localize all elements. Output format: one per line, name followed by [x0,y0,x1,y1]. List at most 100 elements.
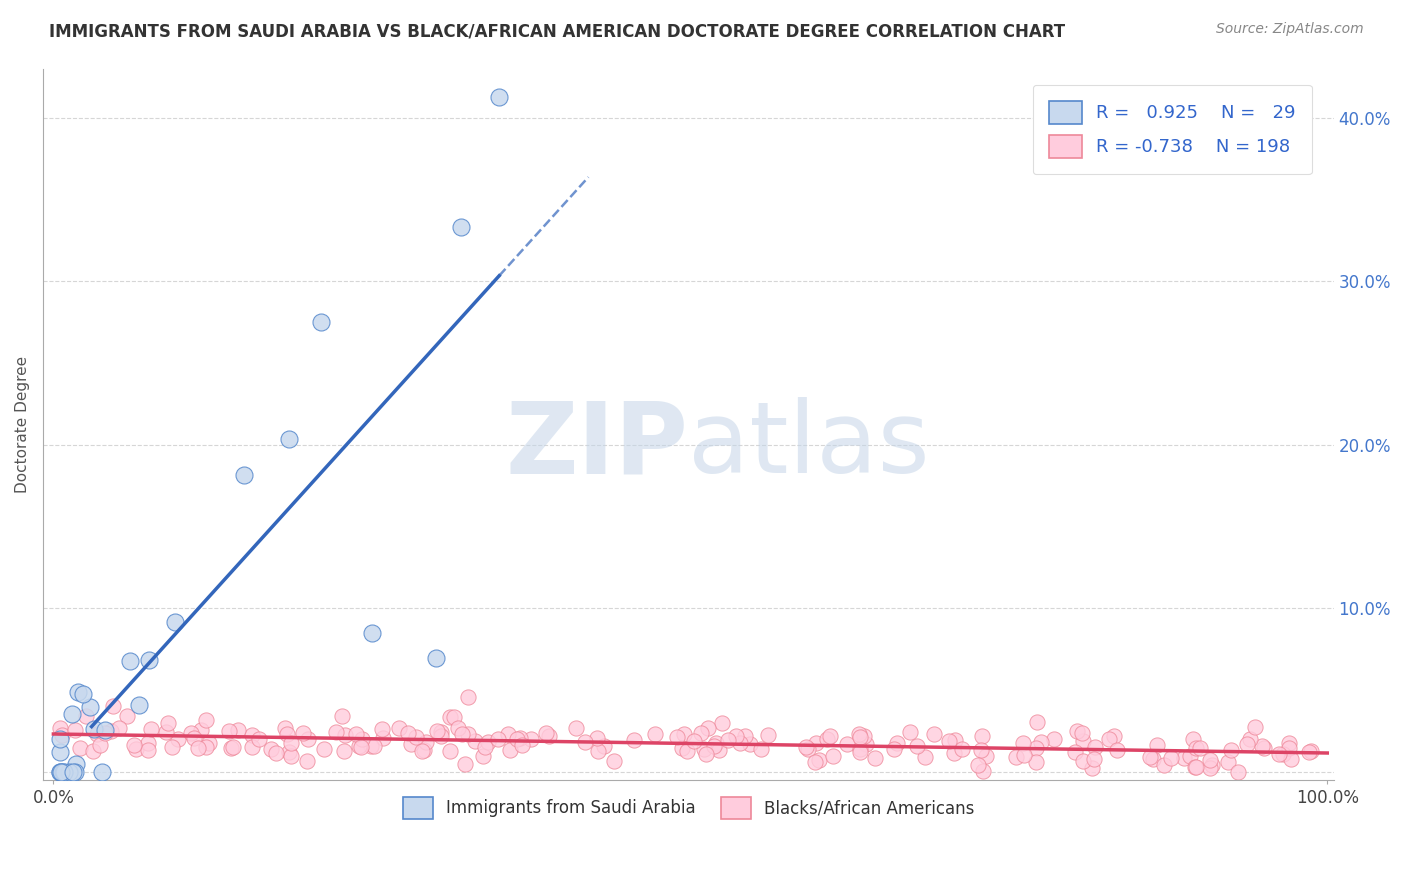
Point [1024,756,1046,770]
Point [430,729,453,743]
Point [673,727,696,741]
Point [280,748,302,763]
Point [396,726,419,740]
Point [66,685,89,699]
Point [1272,747,1295,762]
Point [818,729,841,743]
Y-axis label: Doctorate Degree: Doctorate Degree [15,356,30,493]
Point [1236,737,1258,751]
Point [734,729,756,743]
Point [226,723,249,737]
Point [108,721,131,735]
Point [505,731,527,746]
Point [48,731,70,746]
Point [1026,715,1049,730]
Point [51,728,73,742]
Point [821,749,844,764]
Point [1142,751,1164,765]
Point [1268,747,1291,762]
Point [259,741,281,756]
Point [1201,758,1223,772]
Point [457,727,479,741]
Point [72,687,94,701]
Point [297,732,319,747]
Point [1025,741,1047,756]
Point [240,728,263,742]
Point [942,746,965,760]
Point [1071,726,1094,740]
Point [312,742,335,756]
Point [69,740,91,755]
Point [222,740,245,755]
Point [124,738,146,752]
Point [413,742,436,756]
Point [804,736,827,750]
Point [90,765,112,780]
Point [190,723,212,738]
Point [1216,755,1239,769]
Point [898,725,921,739]
Point [443,710,465,724]
Point [128,698,150,712]
Point [1071,734,1094,748]
Point [65,765,87,780]
Point [454,756,477,771]
Point [166,731,188,746]
Text: ZIP: ZIP [506,397,689,494]
Point [350,731,373,746]
Point [499,743,522,757]
Point [464,734,486,748]
Point [510,738,533,752]
Point [1042,732,1064,747]
Point [738,738,761,752]
Point [1299,744,1322,758]
Point [1139,750,1161,764]
Point [1182,731,1205,746]
Point [477,735,499,749]
Point [247,732,270,747]
Point [62,765,84,780]
Point [1278,736,1301,750]
Point [950,742,973,756]
Point [89,738,111,752]
Point [83,722,105,736]
Point [276,727,298,741]
Point [804,755,827,769]
Point [240,739,263,754]
Point [1146,738,1168,752]
Point [1098,731,1121,746]
Point [1279,752,1302,766]
Point [815,731,838,746]
Point [1298,746,1320,760]
Point [797,742,820,756]
Point [717,733,740,747]
Point [425,650,447,665]
Point [332,744,354,758]
Point [100,723,122,738]
Point [401,737,423,751]
Point [1173,751,1195,765]
Point [682,734,704,748]
Point [849,745,872,759]
Point [1184,760,1206,774]
Point [1220,743,1243,757]
Point [48,745,70,759]
Point [1153,757,1175,772]
Point [853,729,876,743]
Point [675,744,697,758]
Point [264,746,287,760]
Point [53,765,76,780]
Point [709,743,731,757]
Point [724,729,747,743]
Point [363,739,385,753]
Point [49,765,72,780]
Point [905,739,928,753]
Point [277,745,299,759]
Point [439,744,461,758]
Point [938,734,960,748]
Point [488,90,510,104]
Point [63,723,86,737]
Point [855,738,877,752]
Point [922,727,945,741]
Point [330,709,353,723]
